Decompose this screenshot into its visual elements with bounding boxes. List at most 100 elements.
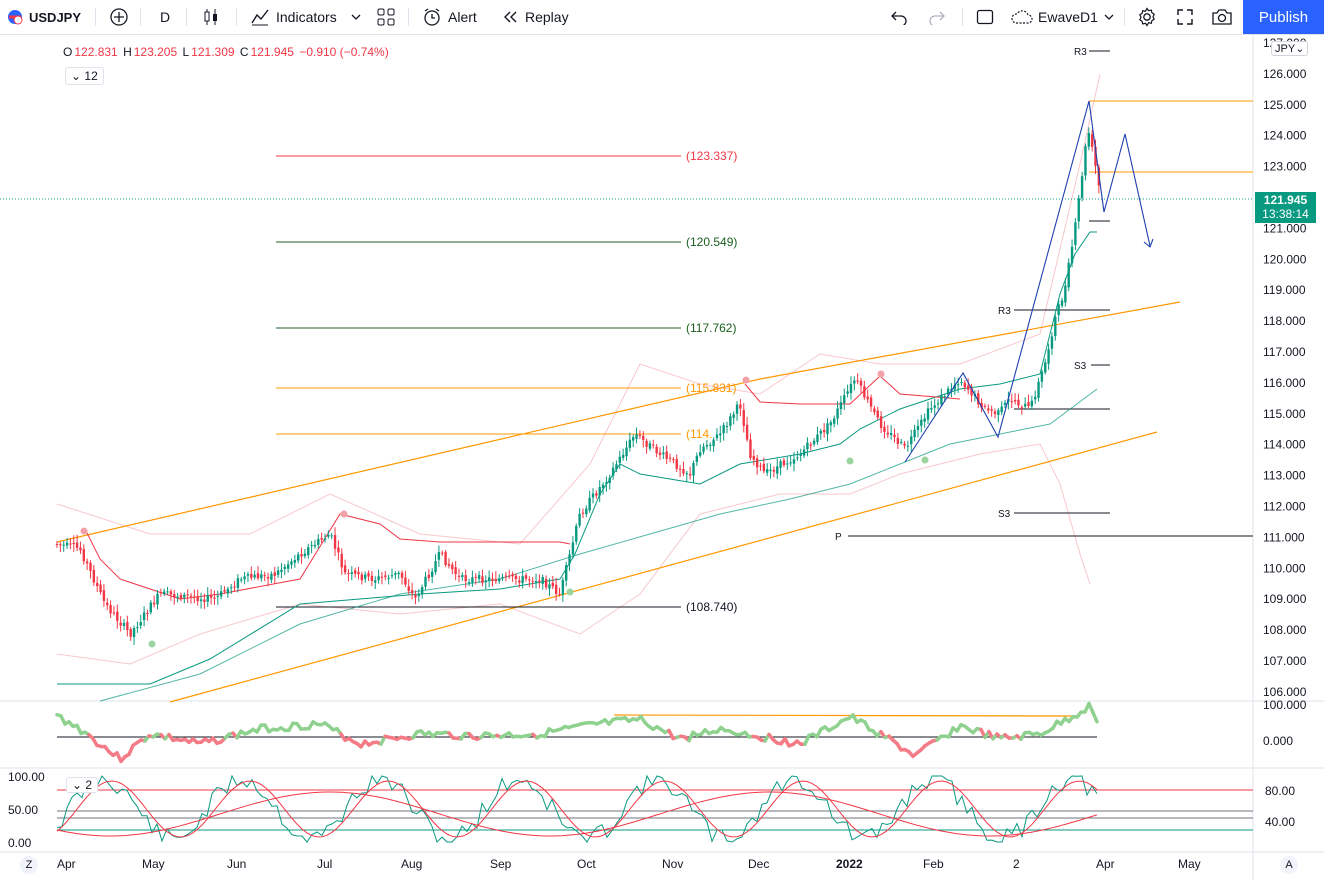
price-chart[interactable]: 127.000126.000125.000124.000123.000122.0…	[0, 34, 1324, 880]
fullscreen-button[interactable]	[1175, 0, 1195, 34]
elliott-wave-drawing[interactable]	[904, 100, 1154, 463]
candle	[307, 543, 310, 559]
candle	[457, 568, 461, 583]
candle	[598, 480, 601, 503]
candle	[1050, 332, 1054, 355]
plus-circle-icon	[110, 8, 128, 26]
candle	[293, 554, 297, 568]
candle	[263, 571, 266, 582]
candle	[541, 574, 544, 590]
snapshot-button[interactable]	[1211, 0, 1233, 34]
fullscreen-chart-button[interactable]	[975, 0, 995, 34]
candle	[732, 411, 735, 425]
candle	[879, 411, 883, 434]
candle	[1023, 397, 1027, 409]
collapse-indicators-button[interactable]: ⌄ 12	[65, 67, 104, 85]
settings-button[interactable]	[1136, 0, 1158, 34]
candle	[645, 438, 648, 454]
candle	[176, 593, 179, 603]
candle	[534, 573, 538, 589]
candle	[504, 571, 508, 582]
layout-name: EwaveD1	[1038, 9, 1098, 25]
candle	[427, 569, 431, 582]
redo-button[interactable]	[928, 0, 946, 34]
indicators-button[interactable]: Indicators	[250, 0, 337, 34]
candle	[1040, 369, 1044, 388]
low-value: 121.309	[191, 45, 235, 59]
candle	[1064, 277, 1067, 307]
candle	[353, 567, 357, 578]
candle	[410, 582, 414, 600]
candle	[320, 532, 323, 544]
candle	[856, 373, 859, 385]
camera-icon	[1212, 9, 1232, 25]
open-key: O	[63, 45, 73, 59]
candle	[960, 378, 963, 386]
fib-level-label: (117.762)	[686, 321, 736, 335]
compare-button[interactable]	[109, 0, 129, 34]
candle	[347, 569, 350, 582]
candle	[692, 460, 695, 483]
interval-button[interactable]: D	[160, 0, 170, 34]
candlestick-series[interactable]	[55, 127, 1101, 646]
publish-button[interactable]: Publish	[1243, 0, 1324, 34]
undo-button[interactable]	[890, 0, 908, 34]
candle	[75, 534, 79, 552]
candle	[1070, 239, 1074, 268]
symbol-search[interactable]: USDJPY	[7, 0, 81, 34]
candle	[236, 574, 240, 593]
price-tick-label: 115.000	[1263, 407, 1306, 421]
candle	[735, 401, 739, 421]
candle	[876, 406, 879, 420]
time-tick-label: Feb	[923, 857, 944, 871]
indicator-templates-button[interactable]	[350, 0, 362, 34]
candle	[152, 595, 156, 608]
rewind-icon	[504, 11, 517, 23]
chart-type-button[interactable]	[202, 0, 220, 34]
candle	[1047, 343, 1050, 370]
layout-menu-button[interactable]	[1103, 0, 1115, 34]
layout-name-button[interactable]: EwaveD1	[1010, 0, 1098, 34]
candle	[454, 561, 457, 581]
candle	[300, 547, 303, 564]
indicators-label: Indicators	[276, 9, 337, 25]
candle	[417, 589, 420, 602]
currency-selector[interactable]: JPY⌄	[1271, 41, 1309, 56]
candle	[518, 576, 521, 588]
candle	[936, 399, 940, 410]
signal-dot	[80, 527, 88, 535]
candle	[578, 508, 581, 528]
fib-levels[interactable]	[276, 155, 681, 608]
candle	[96, 576, 99, 592]
zoom-reset-button[interactable]: Z	[20, 856, 38, 874]
candle	[1003, 399, 1007, 408]
auto-scale-button[interactable]: A	[1280, 856, 1298, 874]
symbol-label: USDJPY	[29, 9, 82, 25]
candle	[1030, 395, 1034, 410]
candle	[802, 445, 806, 459]
candle	[615, 460, 618, 473]
candle	[122, 619, 126, 631]
ascending-channel[interactable]	[56, 301, 1181, 703]
alert-button[interactable]: Alert	[422, 0, 477, 34]
osc-tick-label: 0.000	[1263, 734, 1293, 748]
chevron-down-icon: ⌄	[71, 69, 82, 83]
candle	[779, 459, 782, 476]
candle	[675, 454, 678, 472]
candle	[816, 426, 819, 445]
candle	[1000, 401, 1003, 416]
candle	[82, 544, 85, 565]
replay-button[interactable]: Replay	[502, 0, 569, 34]
candle	[477, 571, 481, 583]
candle	[1057, 299, 1060, 322]
candle	[1060, 297, 1064, 308]
candle	[722, 422, 725, 441]
candle	[595, 490, 598, 499]
candle	[216, 590, 219, 605]
stoch-collapse-button[interactable]: ⌄ 2	[66, 777, 99, 793]
candle	[896, 433, 900, 450]
price-tick-label: 118.000	[1263, 314, 1306, 328]
candle	[531, 576, 534, 588]
layouts-button[interactable]	[376, 0, 396, 34]
price-tick-label: 109.000	[1263, 592, 1307, 606]
